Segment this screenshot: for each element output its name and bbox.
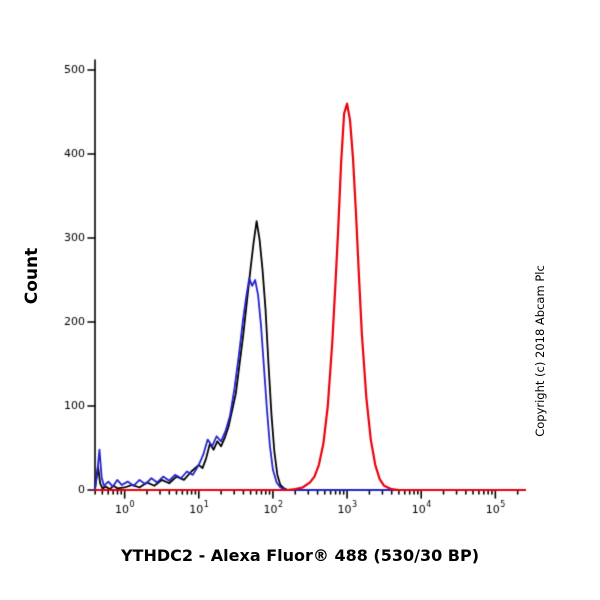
copyright-text: Copyright (c) 2018 Abcam Plc [533, 265, 547, 437]
chart-title: YTHDC2 - Alexa Fluor® 488 (530/30 BP) [120, 546, 480, 565]
y-axis-label: Count [22, 247, 42, 305]
